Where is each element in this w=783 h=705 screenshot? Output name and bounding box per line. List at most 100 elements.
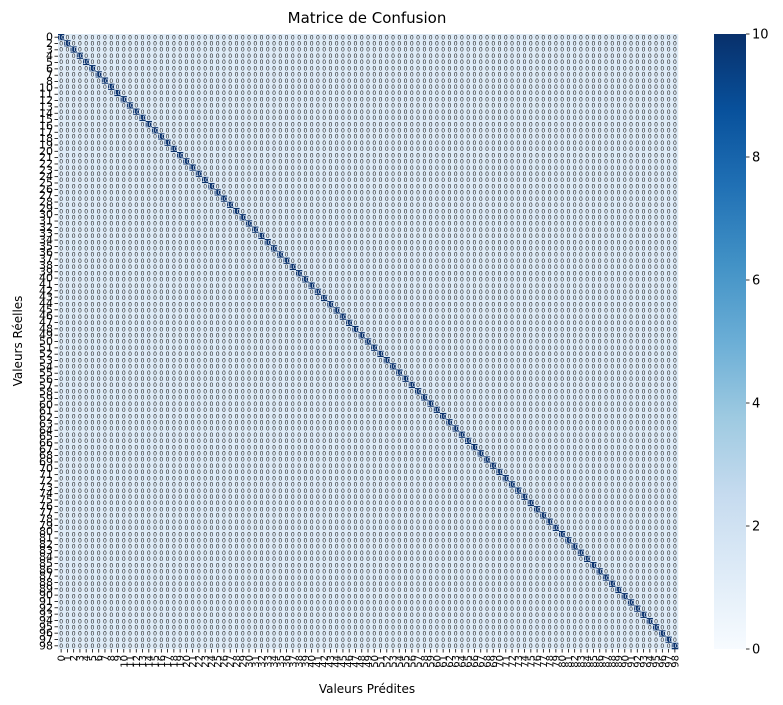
heatmap-cell [671,58,679,66]
heatmap-cell [321,58,328,66]
heatmap-cell [615,52,622,60]
heatmap-cell [89,34,96,41]
heatmap-cell [346,58,353,66]
heatmap-cell [565,40,572,47]
heatmap-cell [559,46,566,53]
heatmap-cell [214,46,222,53]
heatmap-cell [202,34,209,41]
heatmap-cell [170,46,178,53]
heatmap-cell [377,40,384,47]
heatmap-cell [446,58,453,66]
heatmap-cell [358,34,366,41]
heatmap-cell [408,46,416,53]
heatmap-cell [634,52,641,60]
heatmap-cell [133,65,140,72]
heatmap-cell [189,58,197,66]
heatmap-cell [101,52,109,60]
heatmap-cell [277,34,284,41]
heatmap-cell [652,52,660,60]
heatmap-cell [195,34,203,41]
heatmap-cell [584,34,591,41]
heatmap-cell [214,40,222,47]
heatmap-cell [327,58,334,66]
heatmap-cell [352,46,359,53]
heatmap-cell [433,58,441,66]
heatmap-cell [634,34,641,41]
heatmap-cell [502,52,510,60]
heatmap-cell [264,34,272,41]
heatmap-cell [264,40,272,47]
heatmap-cell [208,40,215,47]
heatmap-cell [440,46,447,53]
heatmap-cell [333,34,341,41]
heatmap-cell [164,52,172,60]
heatmap-cell [76,40,84,47]
heatmap-cell [452,34,460,41]
heatmap-cell [546,34,554,41]
heatmap-cell [183,34,190,41]
heatmap-cell [239,40,247,47]
heatmap-cell [627,58,635,66]
heatmap-cell [515,34,522,41]
heatmap-cell [659,46,666,53]
heatmap-cell [202,65,209,72]
heatmap-cell [477,46,485,53]
heatmap-cell [58,34,65,41]
heatmap-cell [283,34,291,41]
heatmap-cell [76,46,84,53]
heatmap-cell [114,58,121,66]
heatmap-cell [577,34,585,41]
heatmap-cell [108,40,115,47]
heatmap-cell [483,34,491,41]
heatmap-cell [295,52,303,60]
heatmap-cell [83,65,90,72]
heatmap-cell [502,34,510,41]
heatmap-cell [671,52,679,60]
heatmap-cell [233,52,240,60]
heatmap-cell [289,40,297,47]
heatmap-cell [83,46,90,53]
heatmap-cell [202,52,209,60]
heatmap-cell [577,58,585,66]
heatmap-cell [302,52,309,60]
heatmap-cell [208,34,215,41]
heatmap-cell [120,40,128,47]
heatmap-cell [364,52,372,60]
heatmap-cell [183,40,190,47]
heatmap-cell [233,40,240,47]
heatmap-cell [515,46,522,53]
heatmap-cell [101,40,109,47]
heatmap-cell [264,58,272,66]
heatmap-cell [565,46,572,53]
heatmap-cell [371,40,378,47]
heatmap-cell [533,40,541,47]
heatmap-cell [164,40,172,47]
heatmap-cell [540,58,547,66]
heatmap-cell [527,46,535,53]
heatmap-cell [396,40,403,47]
heatmap-cell [89,65,96,72]
heatmap-cell [145,40,153,47]
heatmap-cell [527,40,535,47]
heatmap-cell [208,52,215,60]
heatmap-cell [571,52,579,60]
heatmap-cell [652,46,660,53]
heatmap-cell [477,34,485,41]
heatmap-cell [346,34,353,41]
heatmap-cell [552,58,560,66]
heatmap-cell [521,58,528,66]
heatmap-cell [245,40,253,47]
heatmap-cell [283,52,291,60]
heatmap-cell [58,46,65,53]
heatmap-cell [640,40,647,47]
heatmap-cell [389,46,397,53]
heatmap-cell [83,52,90,60]
heatmap-cell [402,34,409,41]
heatmap-cell [133,40,140,47]
heatmap-cell [408,52,416,60]
heatmap-cell [408,40,416,47]
heatmap-cell [139,34,146,41]
heatmap-cell [108,65,115,72]
heatmap-cell [414,52,422,60]
heatmap-cell [402,58,409,66]
